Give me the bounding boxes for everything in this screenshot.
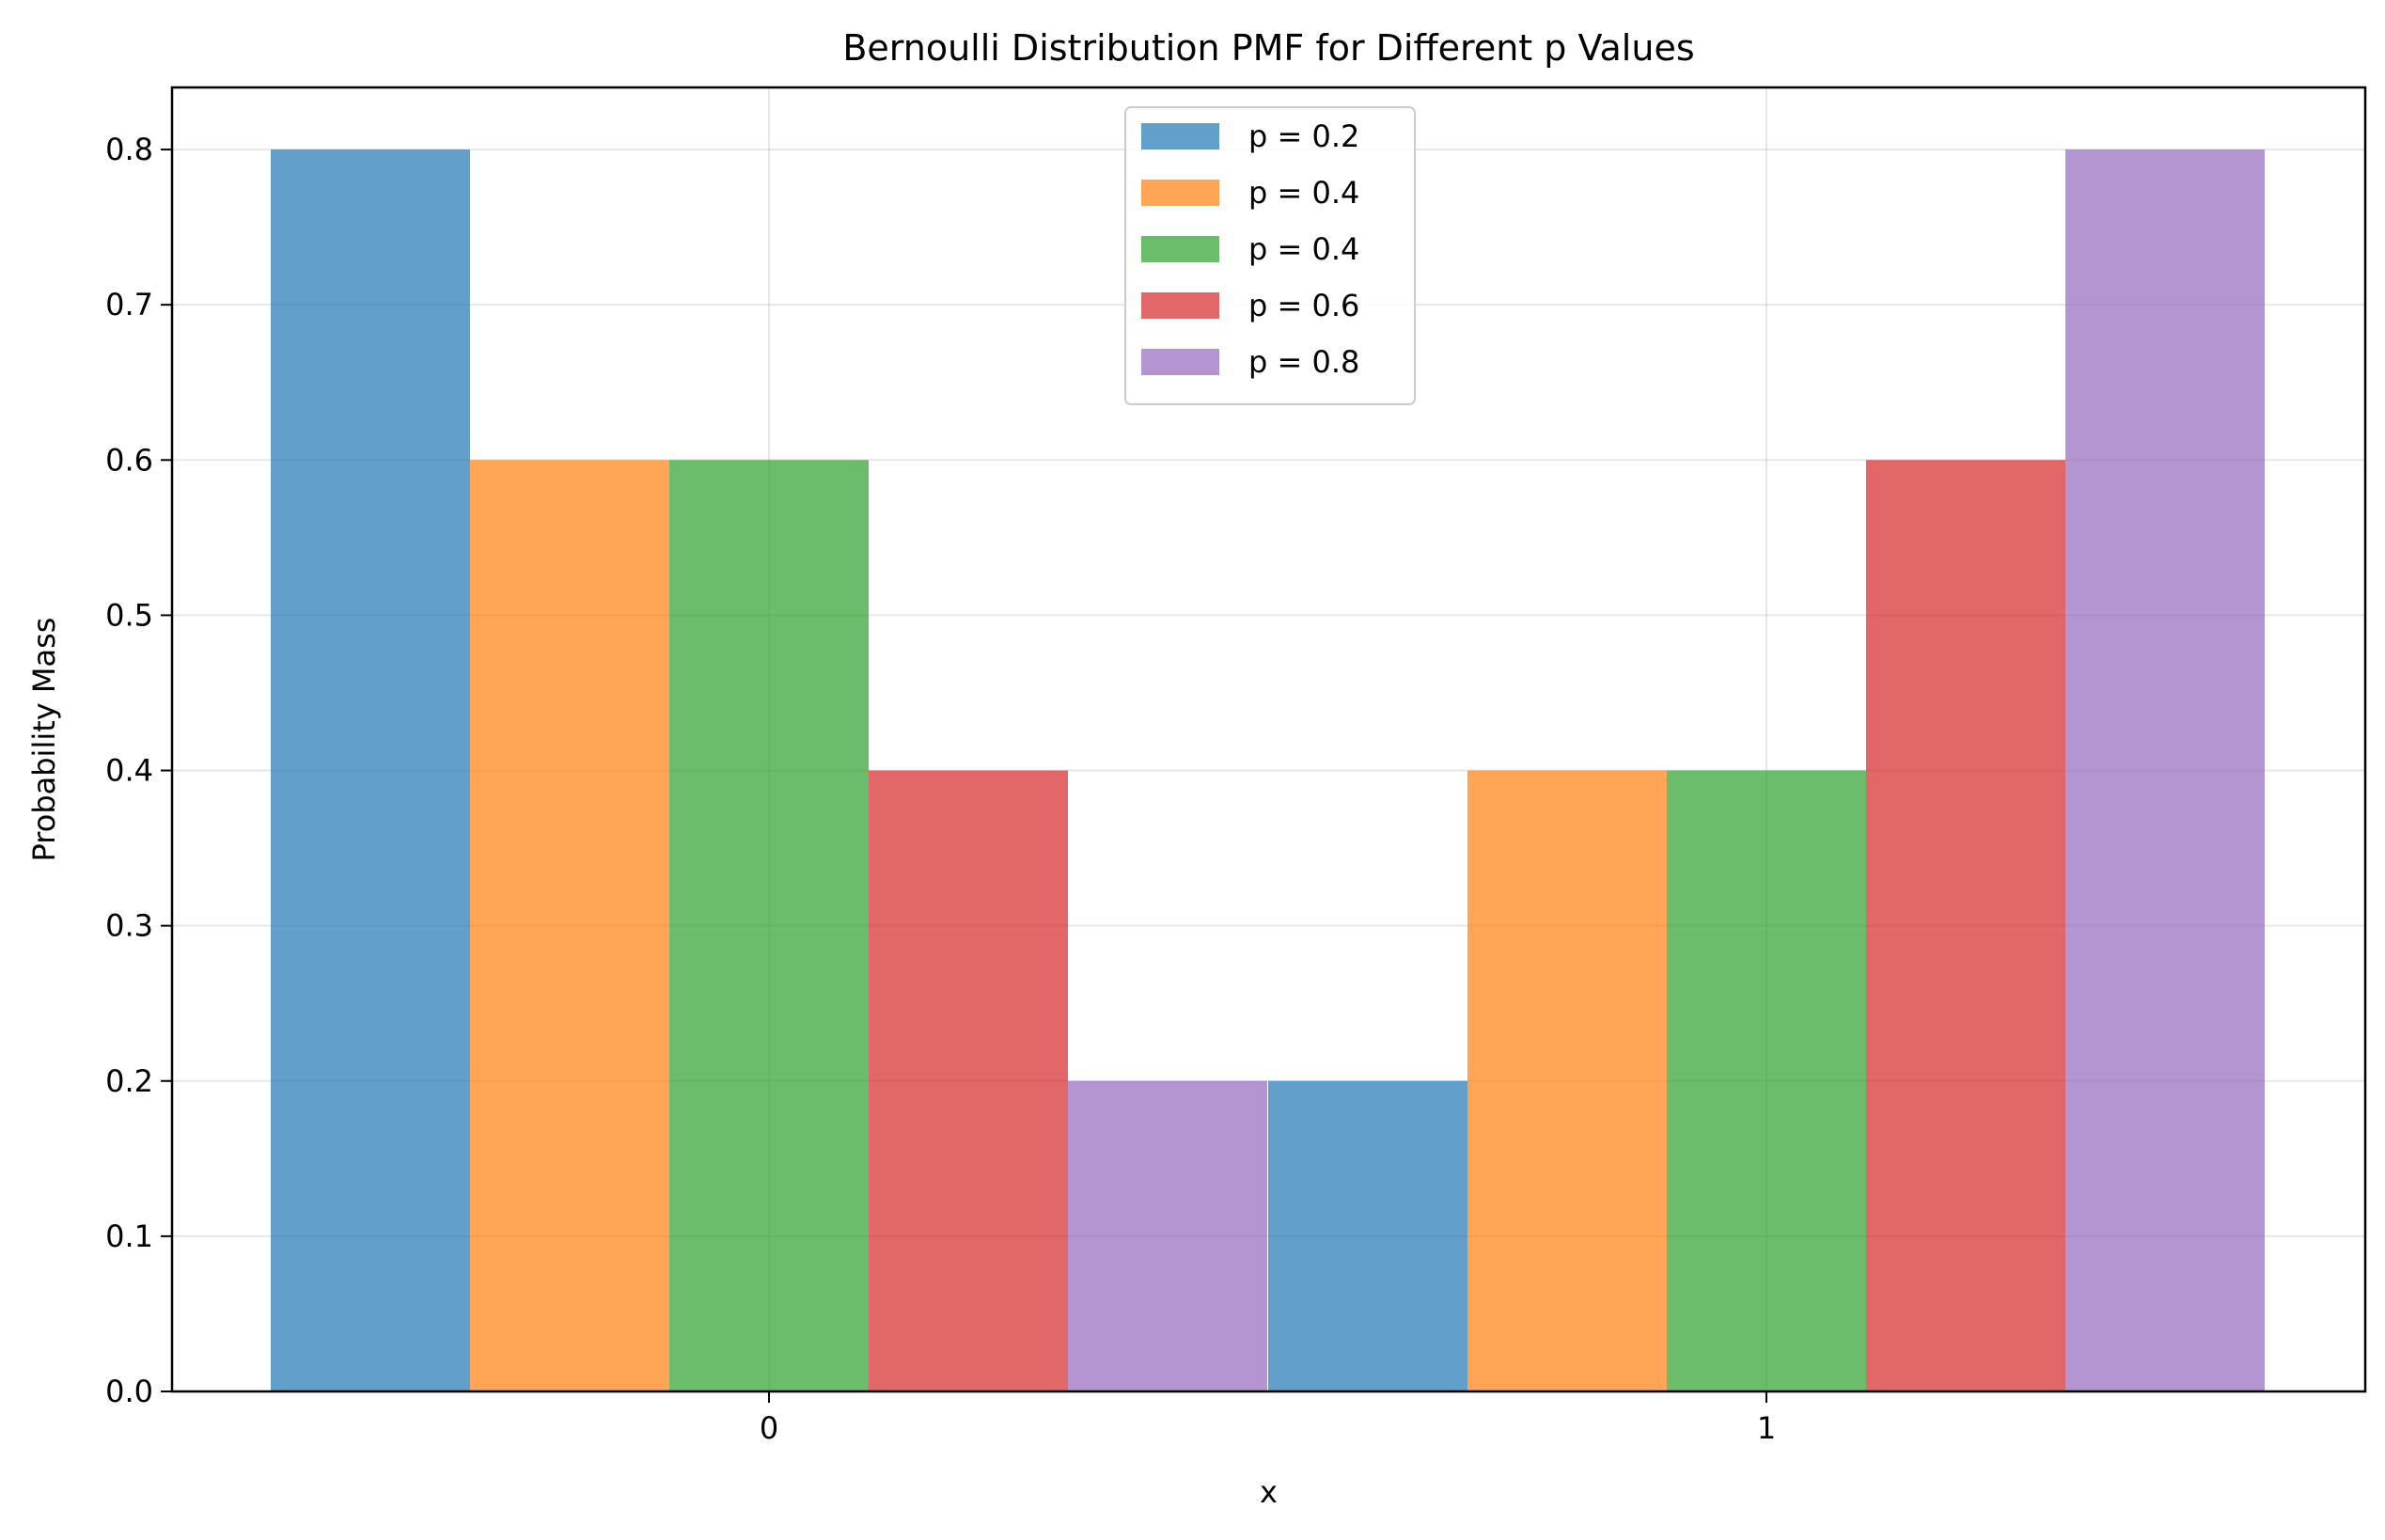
legend-label: p = 0.2 (1248, 118, 1359, 154)
chart-title: Bernoulli Distribution PMF for Different… (842, 27, 1694, 69)
y-tick-label: 0.7 (105, 287, 153, 322)
y-tick-label: 0.0 (105, 1374, 153, 1409)
legend-label: p = 0.4 (1248, 175, 1359, 211)
axis-ticks: 0.0 0.1 0.2 0.3 0.4 0.5 0.6 0.7 0.8 0 1 (105, 132, 1776, 1446)
legend-swatch (1141, 292, 1219, 319)
bar-series-5-x-1 (2065, 149, 2265, 1392)
bar-series-4-x-0 (869, 770, 1068, 1391)
bar-series-1-x-0 (271, 149, 470, 1392)
y-tick-label: 0.1 (105, 1218, 153, 1254)
x-tick-label: 1 (1757, 1410, 1776, 1446)
y-axis-label: Probability Mass (26, 618, 62, 862)
y-tick-label: 0.8 (105, 132, 153, 167)
bar-series-3-x-0 (669, 460, 869, 1391)
legend-items: p = 0.2 p = 0.4 p = 0.4 p = 0.6 p = 0.8 (1141, 118, 1359, 380)
bar-series-2-x-1 (1467, 770, 1667, 1391)
y-tick-label: 0.5 (105, 597, 153, 633)
bar-series-4-x-1 (1866, 460, 2065, 1391)
y-tick-label: 0.2 (105, 1063, 153, 1099)
x-tick-label: 0 (760, 1410, 778, 1446)
x-axis-label: x (1260, 1474, 1278, 1510)
legend-swatch (1141, 349, 1219, 375)
legend-label: p = 0.8 (1248, 344, 1359, 380)
y-tick-label: 0.4 (105, 753, 153, 789)
y-tick-label: 0.6 (105, 442, 153, 478)
bar-series-1-x-1 (1268, 1080, 1467, 1391)
bar-series-3-x-1 (1667, 770, 1866, 1391)
legend-swatch (1141, 180, 1219, 206)
legend-swatch (1141, 123, 1219, 149)
legend-swatch (1141, 236, 1219, 262)
legend: p = 0.2 p = 0.4 p = 0.4 p = 0.6 p = 0.8 (1124, 106, 1416, 405)
bars (271, 149, 2265, 1392)
y-tick-label: 0.3 (105, 908, 153, 944)
bar-series-2-x-0 (470, 460, 669, 1391)
legend-label: p = 0.6 (1248, 288, 1359, 323)
bar-series-5-x-0 (1068, 1080, 1267, 1391)
legend-label: p = 0.4 (1248, 231, 1359, 267)
plot-frame (170, 86, 2367, 1393)
